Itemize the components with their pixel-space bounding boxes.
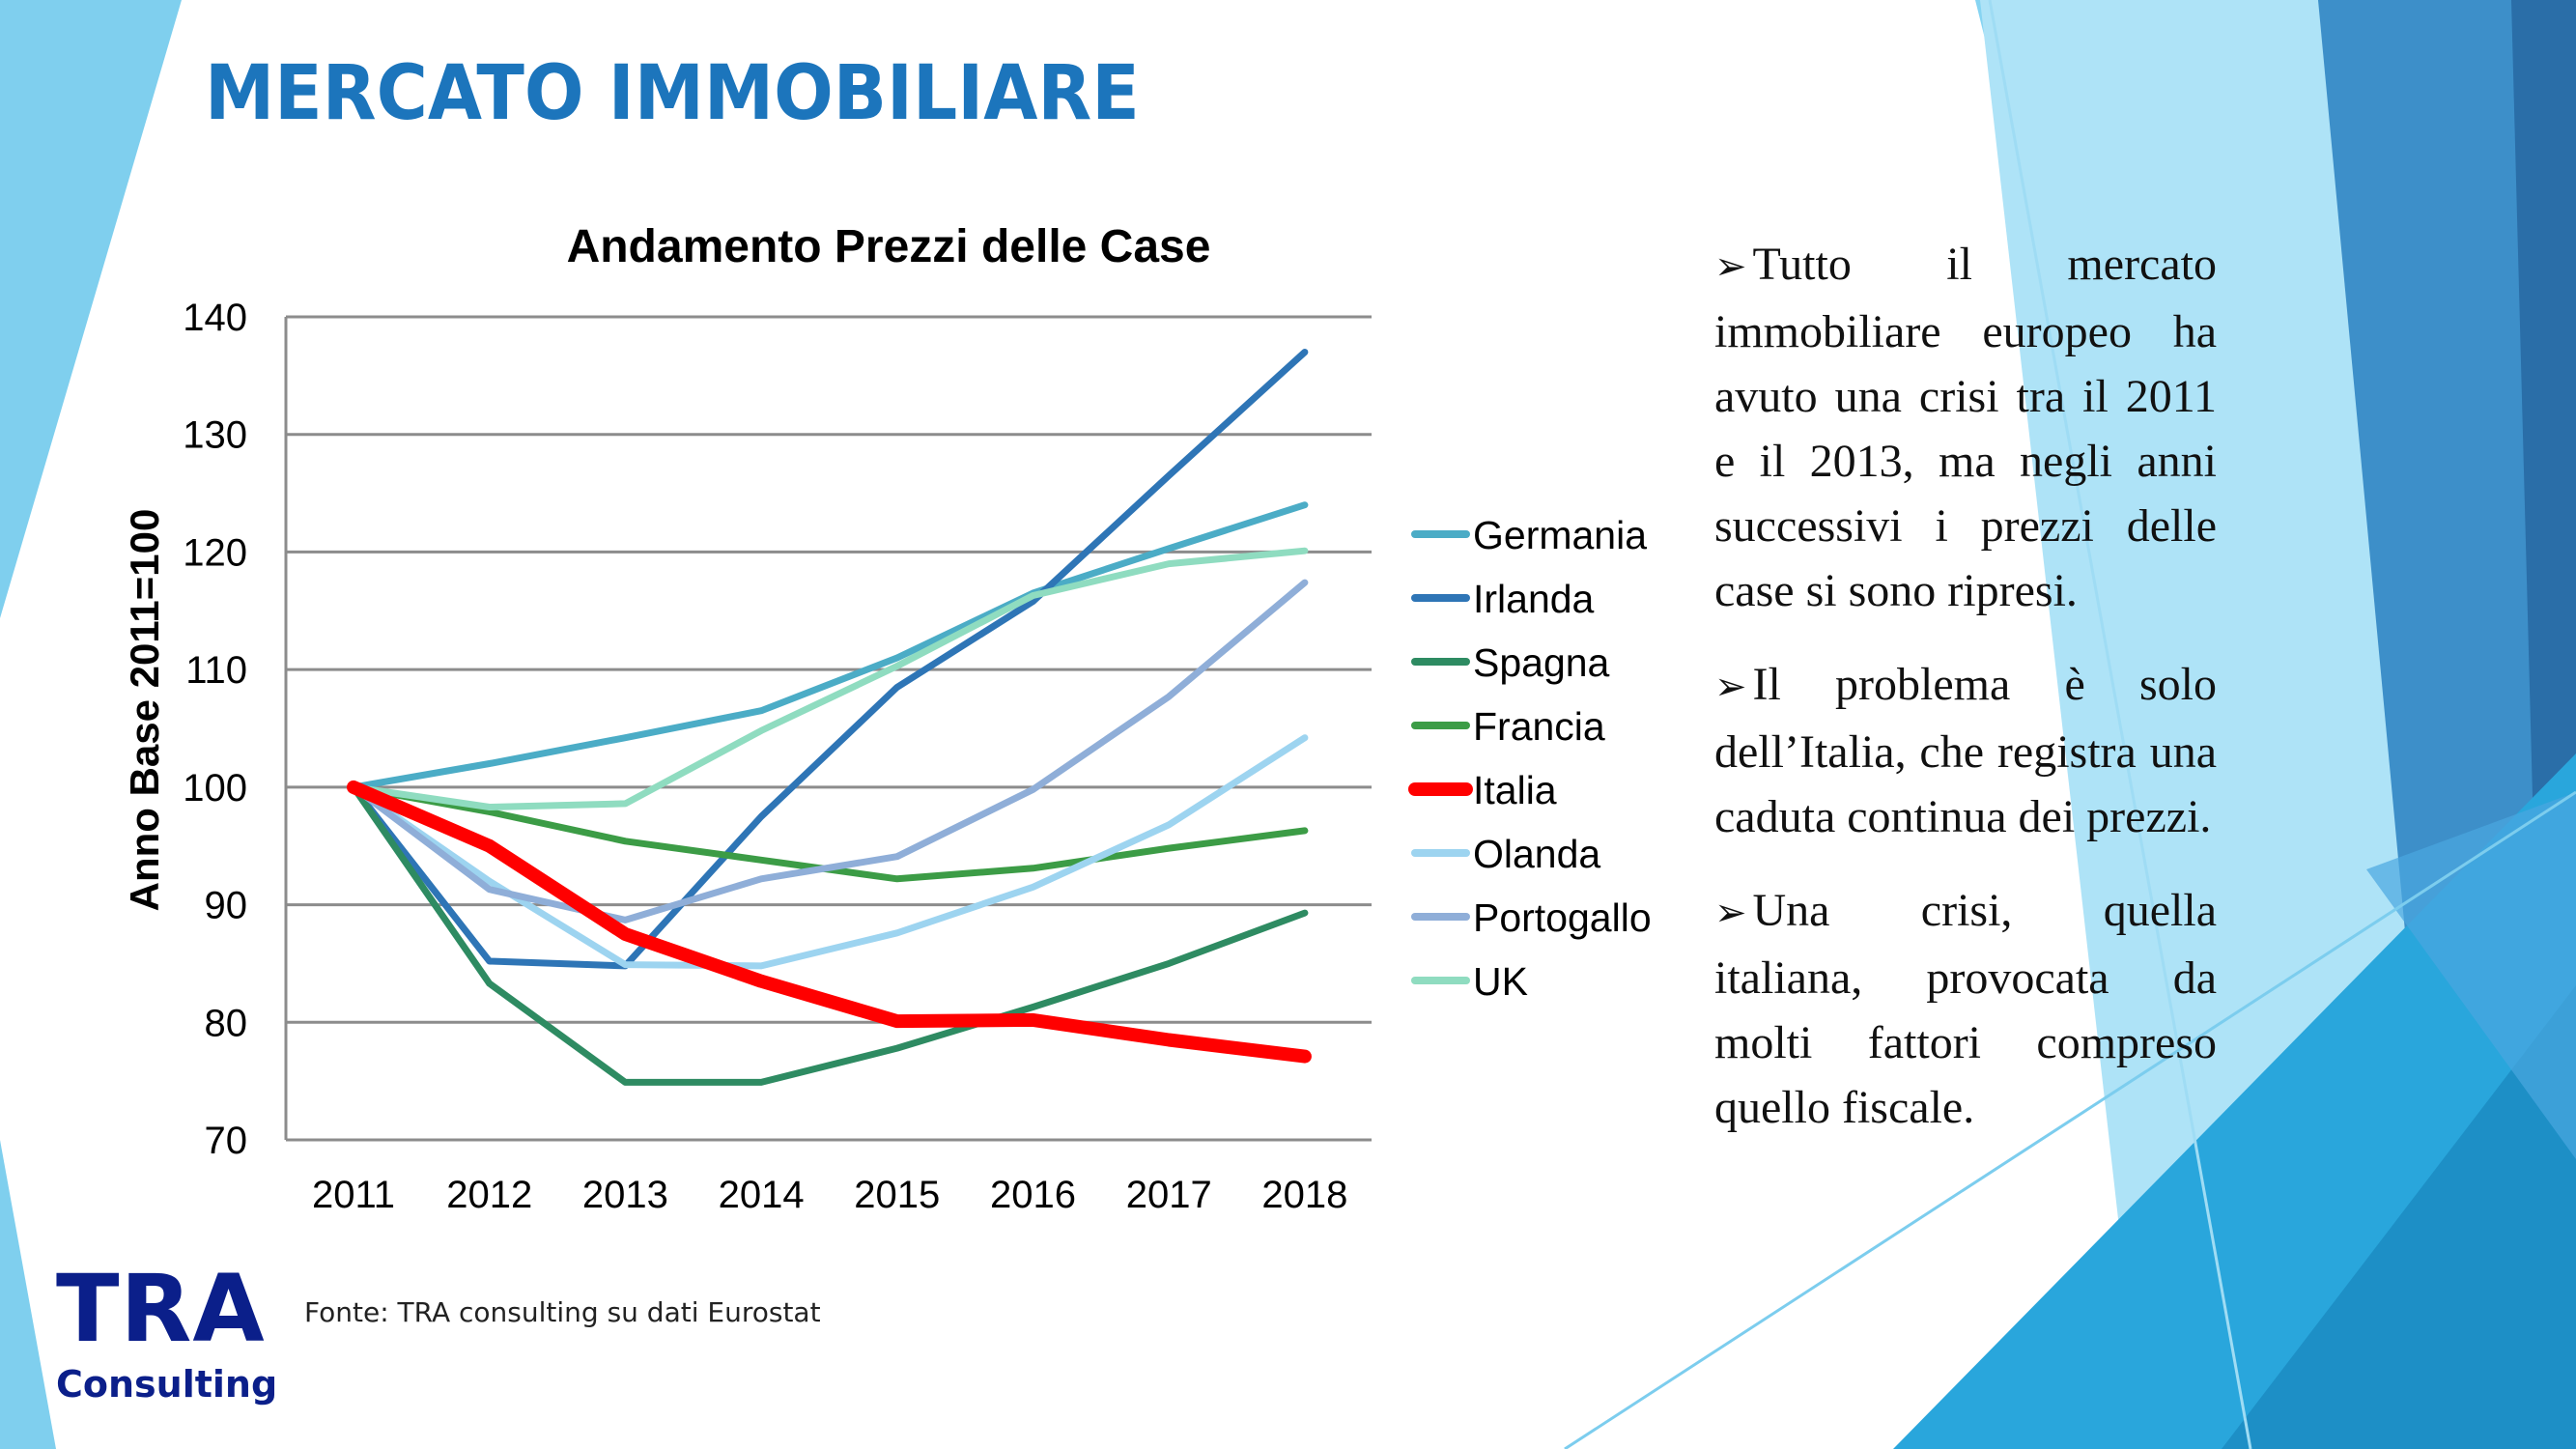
series-line-germania (350, 501, 1309, 791)
legend-label: UK (1473, 959, 1528, 1004)
bullet-text: Una crisi, quella italiana, provocata da… (1714, 885, 2217, 1133)
legend-label: Irlanda (1473, 577, 1595, 621)
x-tick-label: 2012 (446, 1174, 532, 1216)
y-tick-labels: 70 80 90 100 110 120 130 140 (183, 297, 247, 1162)
series-line-spagna (350, 783, 1309, 1086)
legend-label: Italia (1473, 768, 1557, 812)
y-tick-label: 120 (183, 531, 247, 574)
arrow-right-icon: ➢ (1714, 891, 1747, 935)
bullet-item: ➢ Tutto il mercato immobiliare europeo ha… (1714, 232, 2217, 623)
x-tick-label: 2016 (990, 1174, 1076, 1216)
logo-subtitle: Consulting (56, 1363, 278, 1406)
series-line-uk (350, 547, 1309, 810)
page-title: MERCATO IMMOBILIARE (205, 50, 1140, 137)
arrow-right-icon: ➢ (1714, 244, 1747, 289)
x-tick-label: 2015 (854, 1174, 940, 1216)
source-note: Fonte: TRA consulting su dati Eurostat (304, 1296, 821, 1328)
x-tick-label: 2018 (1261, 1174, 1347, 1216)
series-line-portogallo (350, 579, 1309, 923)
legend: Germania Irlanda Spagna Francia Italia Olanda… (1408, 513, 1652, 1004)
series-lines (347, 349, 1312, 1086)
bullet-item: ➢ Il problema è solo dell’Italia, che reg… (1714, 652, 2217, 849)
x-tick-label: 2014 (719, 1174, 805, 1216)
legend-label: Portogallo (1473, 895, 1652, 940)
y-tick-label: 140 (183, 297, 247, 339)
bullet-item: ➢ Una crisi, quella italiana, provocata d… (1714, 878, 2217, 1140)
legend-label: Germania (1473, 513, 1647, 557)
y-tick-label: 110 (185, 649, 247, 692)
chart-title: Andamento Prezzi delle Case (567, 221, 1211, 272)
legend-label: Olanda (1473, 832, 1600, 876)
bullet-text: Il problema è solo dell’Italia, che regi… (1714, 659, 2217, 842)
bullet-text: Tutto il mercato immobiliare europeo ha … (1714, 239, 2217, 616)
y-tick-label: 80 (205, 1002, 248, 1044)
series-line-italia (347, 780, 1312, 1064)
logo-wordmark: TRA (56, 1255, 266, 1363)
y-axis-title: Anno Base 2011=100 (122, 509, 167, 912)
arrow-right-icon: ➢ (1714, 665, 1747, 709)
legend-label: Francia (1473, 704, 1605, 749)
x-tick-label: 2013 (582, 1174, 668, 1216)
bullet-list: ➢ Tutto il mercato immobiliare europeo ha… (1714, 232, 2217, 1169)
series-line-irlanda (350, 349, 1309, 970)
legend-label: Spagna (1473, 640, 1610, 685)
company-logo: TRA Consulting (56, 1261, 278, 1406)
x-tick-labels: 2011 2012 2013 2014 2015 2016 2017 2018 (312, 1174, 1347, 1216)
gridlines (284, 315, 1372, 1142)
y-tick-label: 100 (183, 767, 247, 810)
y-tick-label: 90 (205, 885, 248, 927)
x-tick-label: 2011 (312, 1174, 395, 1216)
y-tick-label: 130 (183, 414, 247, 457)
y-tick-label: 70 (205, 1120, 248, 1162)
x-tick-label: 2017 (1126, 1174, 1212, 1216)
